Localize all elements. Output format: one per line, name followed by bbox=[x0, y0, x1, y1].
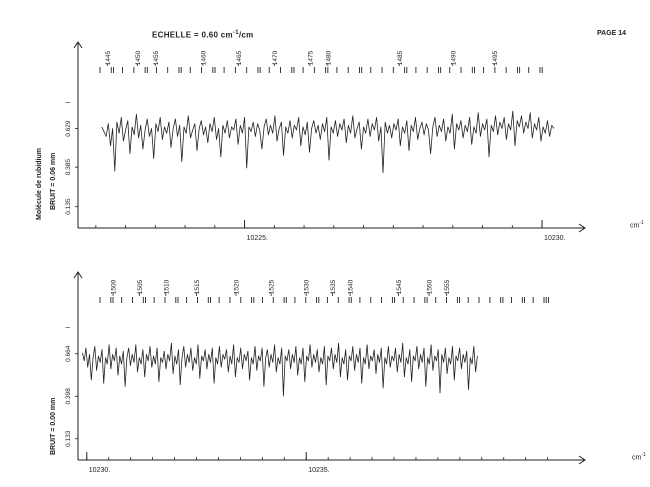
assignment-mark bbox=[539, 67, 543, 73]
y-marker: I bbox=[65, 327, 72, 329]
assignment-mark bbox=[456, 297, 461, 303]
scale-label: ECHELLE = 0.60 cm-1/cm bbox=[152, 30, 254, 40]
assignment-mark bbox=[207, 297, 211, 303]
assignment-mark bbox=[110, 297, 114, 303]
y-tick-label: 0.135 bbox=[65, 198, 72, 215]
line-number-label: 1540 bbox=[348, 279, 355, 294]
assignment-mark bbox=[500, 297, 504, 303]
spectrum-line bbox=[101, 110, 555, 174]
x-tick-label: 10230. bbox=[544, 235, 565, 242]
line-number-label: 1530 bbox=[304, 279, 311, 294]
assignment-mark bbox=[283, 297, 287, 303]
page-number: PAGE 14 bbox=[597, 30, 627, 37]
line-number-label: 1455 bbox=[153, 50, 160, 65]
assignment-mark bbox=[178, 67, 182, 73]
line-number-label: 1450 bbox=[135, 50, 142, 65]
page-header: ECHELLE = 0.60 cm-1/cm PAGE 14 bbox=[0, 30, 650, 46]
assignment-mark bbox=[359, 67, 363, 73]
assignment-mark bbox=[257, 67, 261, 73]
assignment-mark bbox=[291, 67, 295, 73]
x-axis-arrow bbox=[578, 455, 586, 465]
line-number-label: 1485 bbox=[397, 50, 404, 65]
line-number-label: 1510 bbox=[163, 279, 170, 294]
line-number-label: 1445 bbox=[105, 50, 112, 65]
line-number-label: 1480 bbox=[325, 50, 332, 65]
y-axis-arrow bbox=[73, 41, 83, 49]
y-tick-label: 0.385 bbox=[65, 159, 72, 176]
assignment-mark bbox=[110, 67, 114, 73]
line-number-label: 1465 bbox=[236, 50, 243, 65]
assignment-mark bbox=[404, 67, 408, 73]
assignment-mark bbox=[316, 297, 320, 303]
chart-1: 10225. 10230. 0.135 0.385 0.629 I 1445 1450 1455… bbox=[65, 41, 586, 242]
assignment-mark bbox=[144, 67, 148, 73]
scale-unit: /cm bbox=[238, 30, 254, 40]
line-number-label: 1525 bbox=[269, 279, 276, 294]
x-unit-base: cm bbox=[632, 454, 642, 462]
assignment-mark bbox=[391, 297, 396, 303]
y-axis-arrow bbox=[73, 271, 83, 279]
x-unit-base: cm bbox=[630, 222, 640, 230]
line-number-label: 1490 bbox=[450, 50, 457, 65]
line-number-label: 1500 bbox=[111, 279, 118, 294]
scale-text: ECHELLE = 0.60 cm bbox=[152, 30, 233, 40]
x-axis-arrow bbox=[578, 223, 586, 233]
x-unit-sup: -1 bbox=[641, 452, 646, 458]
line-number-label: 1545 bbox=[396, 279, 403, 294]
line-number-label: 1515 bbox=[194, 279, 201, 294]
assignment-mark bbox=[212, 67, 216, 73]
x-unit-sup: -1 bbox=[639, 220, 644, 226]
assignment-mark bbox=[438, 67, 442, 73]
assignment-mark bbox=[175, 297, 179, 303]
assignment-mark bbox=[348, 297, 352, 303]
line-number-label: 1460 bbox=[200, 50, 207, 65]
x-tick-label: 10225. bbox=[247, 235, 268, 242]
x-tick-label: 10235. bbox=[308, 467, 329, 474]
assignment-mark bbox=[543, 297, 549, 303]
line-number-label: 1520 bbox=[234, 279, 241, 294]
y-tick-label: 0.664 bbox=[65, 345, 72, 362]
assignment-mark bbox=[142, 297, 146, 303]
assignment-mark bbox=[521, 297, 525, 303]
assignment-mark bbox=[424, 297, 428, 303]
y-tick-label: 0.398 bbox=[65, 388, 72, 405]
line-number-label: 1475 bbox=[308, 50, 315, 65]
x-unit-label-bottom: cm-1 bbox=[632, 452, 646, 461]
y-tick-label: 0.629 bbox=[65, 120, 72, 137]
x-tick-label: 10230. bbox=[89, 467, 110, 474]
assignment-mark bbox=[471, 67, 475, 73]
scale-sup: -1 bbox=[232, 30, 239, 36]
spectrum-line bbox=[82, 342, 478, 397]
line-number-label: 1550 bbox=[427, 279, 434, 294]
assignment-mark bbox=[325, 67, 329, 73]
line-number-label: 1505 bbox=[137, 279, 144, 294]
line-number-label: 1535 bbox=[330, 279, 337, 294]
y-tick-label: 0.133 bbox=[65, 430, 72, 447]
assignment-mark bbox=[516, 67, 521, 73]
x-unit-label-top: cm-1 bbox=[630, 220, 644, 229]
y-marker: I bbox=[65, 102, 72, 104]
line-number-label: 1555 bbox=[444, 279, 451, 294]
line-number-label: 1470 bbox=[272, 50, 279, 65]
line-number-label: 1495 bbox=[492, 50, 499, 65]
chart-2: 10230. 10235. 0.133 0.398 0.664 I 1500 1505 1510… bbox=[65, 271, 586, 474]
assignment-mark bbox=[251, 297, 255, 303]
